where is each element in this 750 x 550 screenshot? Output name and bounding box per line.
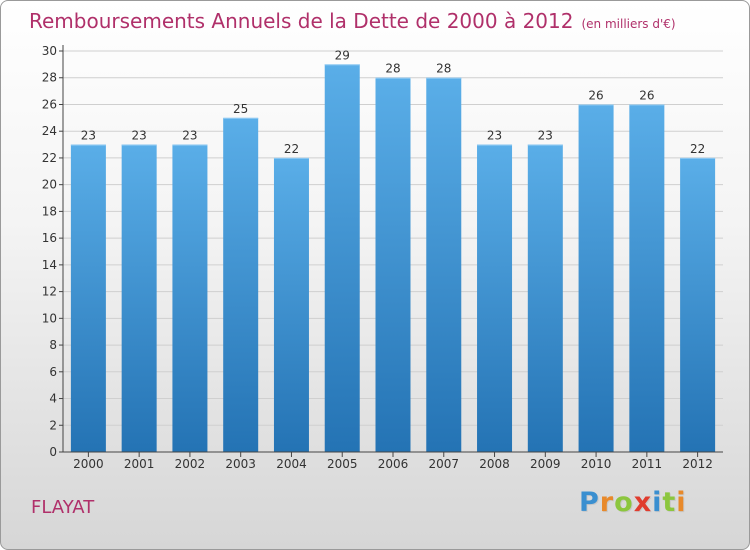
bar-value-label: 26 bbox=[639, 88, 654, 102]
y-tick-label: 30 bbox=[42, 44, 57, 58]
bar-value-label: 29 bbox=[335, 48, 350, 62]
bar bbox=[172, 144, 208, 453]
x-tick-label: 2005 bbox=[327, 457, 358, 471]
y-tick-label: 8 bbox=[49, 338, 57, 352]
y-tick-label: 20 bbox=[42, 178, 57, 192]
bar bbox=[477, 144, 513, 453]
y-tick-label: 26 bbox=[42, 97, 57, 111]
bar-value-label: 22 bbox=[284, 142, 299, 156]
bar bbox=[680, 157, 716, 452]
bar-value-label: 23 bbox=[182, 129, 197, 143]
bar-value-label: 23 bbox=[487, 129, 502, 143]
x-tick-label: 2009 bbox=[530, 457, 561, 471]
bar-value-label: 26 bbox=[588, 88, 603, 102]
y-tick-label: 4 bbox=[49, 392, 57, 406]
y-tick-label: 28 bbox=[42, 71, 57, 85]
y-tick-label: 14 bbox=[42, 258, 57, 272]
chart-title: Remboursements Annuels de la Dette de 20… bbox=[29, 9, 676, 33]
bar bbox=[70, 144, 106, 453]
bar-value-label: 23 bbox=[132, 129, 147, 143]
y-tick-label: 2 bbox=[49, 418, 57, 432]
x-tick-label: 2000 bbox=[73, 457, 104, 471]
y-tick-label: 12 bbox=[42, 285, 57, 299]
title-unit: (en milliers d'€) bbox=[581, 17, 676, 31]
location-name: FLAYAT bbox=[31, 497, 95, 518]
x-tick-label: 2006 bbox=[378, 457, 409, 471]
proxiti-logo: Proxiti bbox=[579, 487, 687, 518]
x-tick-label: 2011 bbox=[632, 457, 663, 471]
axes bbox=[59, 45, 723, 457]
bar-value-label: 23 bbox=[81, 129, 96, 143]
bars bbox=[70, 64, 716, 453]
y-tick-label: 24 bbox=[42, 124, 57, 138]
bar bbox=[578, 104, 614, 452]
x-tick-label: 2004 bbox=[276, 457, 307, 471]
title-text: Remboursements Annuels de la Dette de 20… bbox=[29, 9, 574, 33]
x-tick-label: 2008 bbox=[479, 457, 510, 471]
bar-value-label: 25 bbox=[233, 102, 248, 116]
x-tick-label: 2003 bbox=[225, 457, 256, 471]
y-tick-label: 22 bbox=[42, 151, 57, 165]
bar bbox=[121, 144, 157, 453]
x-tick-label: 2007 bbox=[428, 457, 459, 471]
y-tick-label: 16 bbox=[42, 231, 57, 245]
bar-value-label: 28 bbox=[385, 62, 400, 76]
bar bbox=[375, 77, 411, 452]
labels: 0246810121416182022242628302320002320012… bbox=[42, 44, 713, 471]
x-tick-label: 2012 bbox=[682, 457, 713, 471]
x-tick-label: 2010 bbox=[581, 457, 612, 471]
bar-value-label: 28 bbox=[436, 62, 451, 76]
bar bbox=[273, 157, 309, 452]
bar bbox=[426, 77, 462, 452]
bar bbox=[629, 104, 665, 452]
y-tick-label: 0 bbox=[49, 445, 57, 459]
bar bbox=[324, 64, 360, 452]
y-tick-label: 10 bbox=[42, 311, 57, 325]
x-tick-label: 2002 bbox=[175, 457, 206, 471]
bar-value-label: 22 bbox=[690, 142, 705, 156]
y-tick-label: 18 bbox=[42, 204, 57, 218]
y-tick-label: 6 bbox=[49, 365, 57, 379]
bar bbox=[527, 144, 563, 453]
x-tick-label: 2001 bbox=[124, 457, 155, 471]
bar-value-label: 23 bbox=[538, 129, 553, 143]
bar bbox=[223, 117, 259, 452]
